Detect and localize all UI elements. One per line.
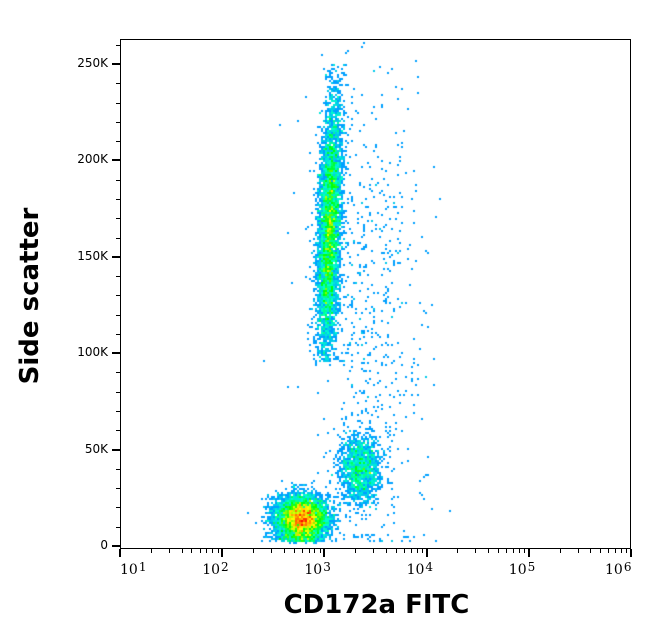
x-minor-tick [421, 549, 423, 553]
x-minor-tick [150, 549, 152, 553]
x-minor-tick [626, 549, 628, 553]
y-tick-label: 250K [77, 56, 108, 70]
x-minor-tick [590, 549, 592, 553]
x-minor-tick [308, 549, 310, 553]
x-minor-tick [615, 549, 617, 553]
x-minor-tick [416, 549, 418, 553]
y-tick-label: 100K [77, 345, 108, 360]
y-minor-tick [116, 295, 120, 297]
y-tick-label: 0 [100, 538, 108, 552]
x-minor-tick [373, 549, 375, 553]
plot-frame [120, 39, 631, 549]
y-major-tick [112, 352, 120, 355]
x-minor-tick [270, 549, 272, 553]
x-minor-tick [488, 549, 490, 553]
x-tick-label: 102 [202, 560, 229, 578]
x-minor-tick [600, 549, 602, 553]
x-minor-tick [621, 549, 623, 553]
y-major-tick [112, 448, 120, 451]
x-major-tick [119, 549, 121, 557]
x-minor-tick [506, 549, 508, 553]
x-minor-tick [206, 549, 208, 553]
y-axis-title: Side scatter [15, 207, 45, 385]
x-major-tick [221, 549, 224, 557]
y-minor-tick [116, 391, 120, 393]
x-major-tick [323, 549, 326, 557]
y-minor-tick [116, 526, 120, 528]
x-tick-label: 105 [508, 560, 536, 578]
y-minor-tick [116, 430, 120, 432]
x-axis-title: CD172a FITC [283, 590, 470, 620]
x-minor-tick [252, 549, 254, 553]
x-minor-tick [395, 549, 397, 553]
x-minor-tick [355, 549, 357, 553]
y-minor-tick [116, 179, 120, 181]
y-minor-tick [116, 488, 120, 490]
y-major-tick [112, 545, 120, 547]
x-tick-label: 104 [406, 560, 434, 578]
x-minor-tick [168, 549, 170, 553]
x-minor-tick [314, 549, 316, 553]
y-minor-tick [116, 198, 120, 200]
x-minor-tick [518, 549, 520, 553]
x-tick-label: 103 [304, 560, 331, 578]
y-major-tick [112, 255, 120, 258]
x-minor-tick [608, 549, 610, 553]
x-minor-tick [524, 549, 526, 553]
x-minor-tick [512, 549, 514, 553]
y-tick-label: 50K [84, 441, 108, 456]
x-major-tick [425, 549, 428, 557]
y-major-tick [112, 63, 120, 65]
y-minor-tick [116, 314, 120, 316]
x-minor-tick [212, 549, 214, 553]
y-minor-tick [116, 411, 120, 413]
x-minor-tick [498, 549, 500, 553]
y-minor-tick [116, 218, 120, 220]
scatter-plot-area [121, 40, 630, 548]
y-minor-tick [116, 83, 120, 85]
y-minor-tick [116, 237, 120, 239]
x-tick-label: 106 [605, 560, 632, 578]
x-minor-tick [199, 549, 201, 553]
x-minor-tick [301, 549, 303, 553]
y-major-tick [112, 159, 120, 162]
x-minor-tick [403, 549, 405, 553]
x-minor-tick [577, 549, 579, 553]
y-minor-tick [116, 121, 120, 123]
x-minor-tick [457, 549, 459, 553]
x-minor-tick [217, 549, 219, 553]
x-minor-tick [283, 549, 285, 553]
x-major-tick [527, 549, 530, 557]
x-minor-tick [385, 549, 387, 553]
y-minor-tick [116, 372, 120, 374]
y-minor-tick [116, 468, 120, 470]
x-minor-tick [181, 549, 183, 553]
x-minor-tick [475, 549, 477, 553]
y-minor-tick [116, 44, 120, 46]
x-minor-tick [319, 549, 321, 553]
x-minor-tick [559, 549, 561, 553]
y-minor-tick [116, 333, 120, 335]
y-tick-label: 150K [77, 248, 108, 263]
y-minor-tick [116, 141, 120, 143]
y-minor-tick [116, 507, 120, 509]
x-major-tick [630, 549, 632, 557]
x-minor-tick [191, 549, 193, 553]
y-minor-tick [116, 276, 120, 278]
x-tick-label: 101 [120, 560, 147, 578]
y-minor-tick [116, 102, 120, 104]
x-minor-tick [410, 549, 412, 553]
y-tick-label: 200K [77, 152, 108, 167]
x-minor-tick [293, 549, 295, 553]
